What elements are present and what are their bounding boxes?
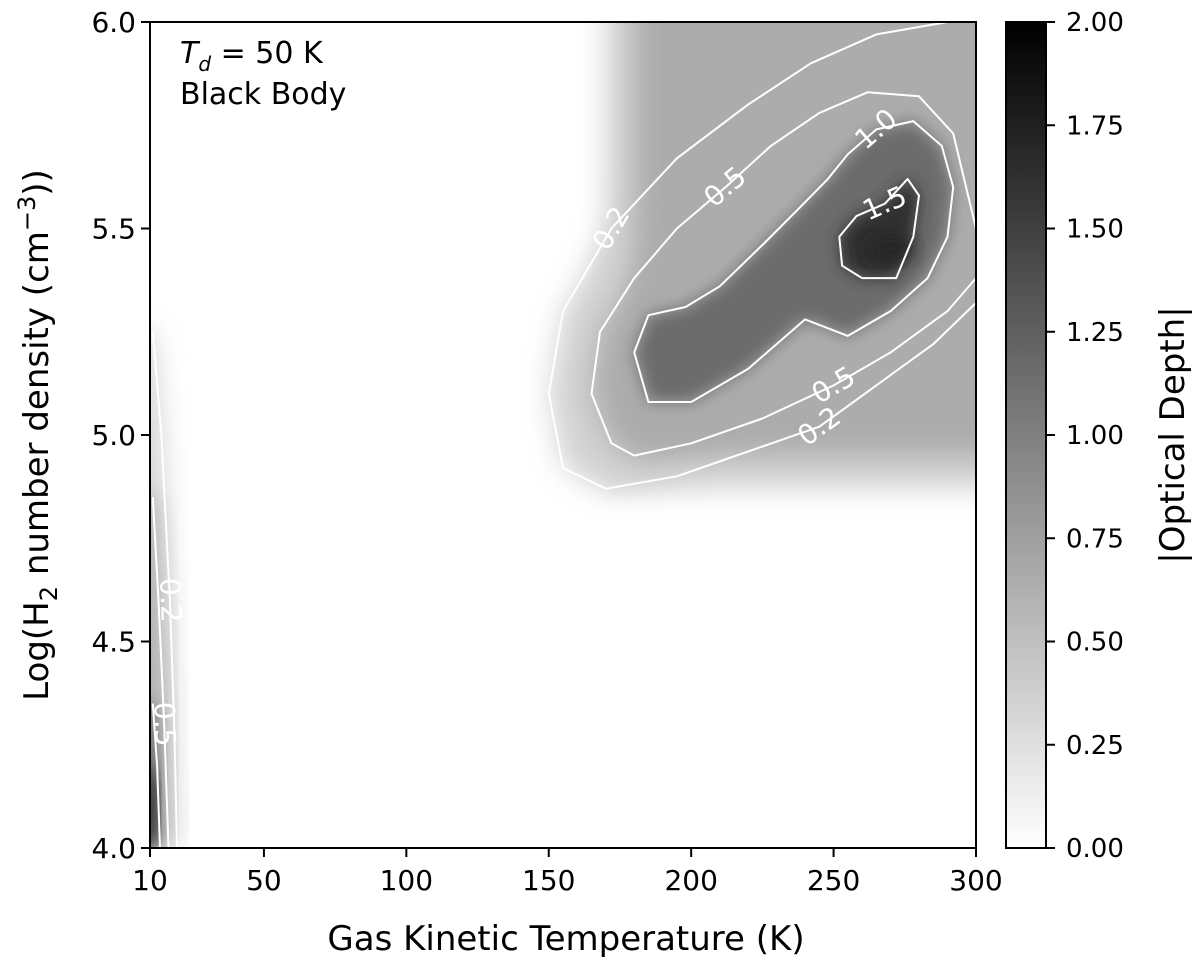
contour-0.5-segment-0: [633, 277, 976, 457]
contour-0.2-segment-1: [547, 22, 948, 490]
colorbar-tick-label: 1.50: [1066, 215, 1124, 245]
colorbar-ticks: 0.00 0.25 0.50 0.75 1.00 1.25 1.50 1.75 2.00: [1046, 8, 1124, 864]
contour-0.2-segment-2: [151, 331, 179, 848]
x-tick-label: 150: [522, 864, 575, 897]
contour-label-0.5: 0.5: [147, 701, 182, 747]
y-tick-label: 4.0: [91, 832, 136, 865]
y-tick-label: 5.0: [91, 419, 136, 452]
contour-1.0-segment-1: [151, 703, 161, 848]
colorbar-tick-label: 0.00: [1066, 834, 1124, 864]
contour-0.5-segment-1: [590, 91, 976, 457]
heat-peak-0: [150, 766, 158, 847]
heatmap-field: [150, 22, 976, 848]
y-tick-label: 5.5: [91, 213, 136, 246]
y-tick-label: 6.0: [91, 6, 136, 39]
x-tick-label: 200: [664, 864, 717, 897]
heat-level-1.0-region-0: [634, 121, 954, 402]
x-axis-ticks: 10 50 100 150 200 250 300: [132, 848, 1003, 897]
x-tick-label: 250: [807, 864, 860, 897]
x-tick-label: 100: [380, 864, 433, 897]
annotation-line-1: Td = 50 K: [180, 36, 324, 76]
colorbar: [1005, 21, 1047, 849]
colorbar-tick-label: 1.00: [1066, 421, 1124, 451]
colorbar-tick-label: 0.25: [1066, 731, 1124, 761]
x-tick-label: 50: [246, 864, 282, 897]
contour-label-0.2: 0.2: [153, 577, 188, 623]
y-axis-ticks: 4.0 4.5 5.0 5.5 6.0: [91, 6, 150, 865]
colorbar-tick-label: 2.00: [1066, 8, 1124, 38]
x-tick-label: 10: [132, 864, 168, 897]
annotation-line-2: Black Body: [180, 77, 346, 112]
contour-1.5-segment-0: [838, 177, 920, 280]
contour-lines: [151, 22, 976, 848]
contour-1.0-segment-0: [633, 120, 955, 403]
colorbar-tick-label: 1.25: [1066, 318, 1124, 348]
x-tick-label: 300: [949, 864, 1002, 897]
contour-0.2-segment-0: [605, 302, 976, 490]
heat-peak-1: [866, 235, 915, 264]
y-tick-label: 4.5: [91, 626, 136, 659]
colorbar-tick-label: 0.75: [1066, 524, 1124, 554]
colorbar-label: |Optical Depth|: [1153, 306, 1193, 563]
x-axis-label: Gas Kinetic Temperature (K): [327, 919, 804, 959]
colorbar-tick-label: 1.75: [1066, 111, 1124, 141]
contour-0.5-segment-2: [151, 496, 170, 848]
colorbar-tick-label: 0.50: [1066, 628, 1124, 658]
y-axis-label: Log(H2 number density (cm−3)): [13, 169, 63, 701]
